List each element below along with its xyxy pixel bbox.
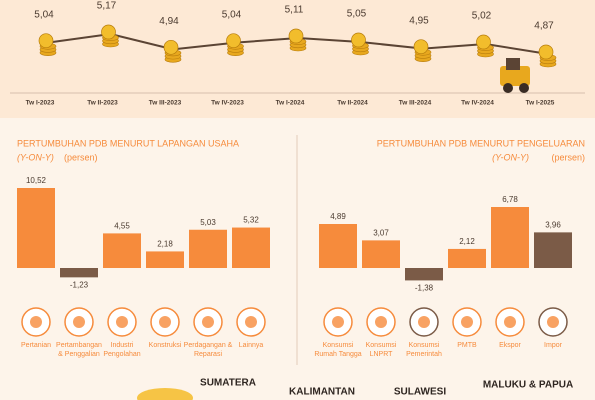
category-label: Konsumsi LNPRT bbox=[365, 342, 397, 358]
forklift-wheel bbox=[503, 83, 513, 93]
category-icon-inner bbox=[547, 316, 559, 328]
value-label: 10,52 bbox=[26, 176, 47, 185]
region-label: KALIMANTAN bbox=[289, 387, 355, 398]
chart-title: PERTUMBUHAN PDB MENURUT LAPANGAN USAHA bbox=[17, 138, 239, 148]
category-icon-inner bbox=[116, 316, 128, 328]
x-tick-label: Tw III-2023 bbox=[149, 100, 182, 107]
category-label: Industri Pengolahan bbox=[103, 342, 141, 358]
bar bbox=[534, 232, 572, 268]
value-label: 4,94 bbox=[159, 16, 179, 27]
coin-face bbox=[538, 44, 554, 60]
category-icon-inner bbox=[418, 316, 430, 328]
category-icon-inner bbox=[375, 316, 387, 328]
value-label: 5,04 bbox=[34, 9, 54, 20]
value-label: 5,32 bbox=[243, 216, 259, 225]
coin-face bbox=[476, 34, 491, 50]
value-label: 6,78 bbox=[502, 195, 518, 204]
category-icon-inner bbox=[332, 316, 344, 328]
category-label: Lainnya bbox=[238, 342, 264, 349]
value-label: 4,87 bbox=[534, 21, 554, 32]
category-label: Konsumsi Pemerintah bbox=[406, 342, 442, 358]
category-label: Pertanian bbox=[21, 342, 51, 349]
value-label: 4,95 bbox=[409, 15, 429, 26]
bar bbox=[491, 207, 529, 268]
value-label: 5,03 bbox=[200, 218, 216, 227]
category-icon-inner bbox=[504, 316, 516, 328]
value-label: 4,89 bbox=[330, 212, 346, 221]
bar bbox=[146, 251, 184, 268]
category-label: Konstruksi bbox=[148, 342, 182, 349]
category-label: Impor bbox=[544, 342, 562, 349]
x-tick-label: Tw III-2024 bbox=[399, 100, 432, 107]
category-icon-inner bbox=[245, 316, 257, 328]
forklift bbox=[500, 66, 530, 86]
forklift-cab bbox=[506, 58, 520, 70]
category-icon-inner bbox=[30, 316, 42, 328]
bar bbox=[232, 227, 270, 268]
category-icon-inner bbox=[461, 316, 473, 328]
coin-face bbox=[288, 28, 304, 44]
bar bbox=[60, 268, 98, 278]
value-label: 2,12 bbox=[459, 237, 475, 246]
category-label: PMTB bbox=[457, 342, 477, 349]
x-tick-label: Tw IV-2024 bbox=[461, 100, 494, 107]
x-tick-label: Tw I-2023 bbox=[26, 100, 55, 107]
coin-face bbox=[163, 39, 179, 55]
top-band bbox=[0, 0, 595, 118]
unit-label: (persen) bbox=[64, 152, 98, 162]
value-label: 2,18 bbox=[157, 240, 173, 249]
x-tick-label: Tw II-2024 bbox=[337, 100, 368, 107]
x-tick-label: Tw I-2025 bbox=[526, 100, 555, 107]
value-label: 4,55 bbox=[114, 222, 130, 231]
category-label: Konsumsi Rumah Tangga bbox=[314, 342, 362, 358]
value-label: 5,04 bbox=[222, 9, 242, 20]
coin-face bbox=[38, 33, 54, 49]
x-tick-label: Tw IV-2023 bbox=[211, 100, 244, 107]
bar bbox=[448, 248, 486, 268]
coin-face bbox=[226, 33, 241, 49]
category-icon-inner bbox=[202, 316, 214, 328]
chart-subtitle: (Y-ON-Y) bbox=[492, 152, 529, 162]
x-tick-label: Tw II-2023 bbox=[87, 100, 118, 107]
category-icon-inner bbox=[73, 316, 85, 328]
category-icon-inner bbox=[159, 316, 171, 328]
coin-face bbox=[413, 39, 429, 55]
bar bbox=[189, 229, 227, 268]
unit-label: (persen) bbox=[551, 152, 585, 162]
value-label: -1,23 bbox=[70, 280, 89, 289]
coin-face bbox=[101, 24, 116, 40]
map-shape bbox=[137, 388, 193, 400]
category-label: Pertambangan & Penggalian bbox=[56, 342, 102, 358]
bar bbox=[103, 233, 141, 268]
bar bbox=[319, 224, 357, 268]
region-label: SULAWESI bbox=[394, 387, 446, 398]
value-label: 3,07 bbox=[373, 228, 389, 237]
chart-title: PERTUMBUHAN PDB MENURUT PENGELUARAN bbox=[377, 138, 585, 148]
coin-face bbox=[351, 32, 366, 48]
value-label: -1,38 bbox=[415, 284, 434, 293]
category-label: Perdagangan & Reparasi bbox=[183, 342, 233, 358]
forklift-wheel bbox=[519, 83, 529, 93]
chart-subtitle: (Y-ON-Y) bbox=[17, 152, 54, 162]
bar bbox=[17, 188, 55, 268]
bar bbox=[405, 268, 443, 281]
value-label: 5,05 bbox=[347, 9, 367, 20]
x-tick-label: Tw I-2024 bbox=[276, 100, 305, 107]
value-label: 5,11 bbox=[285, 5, 304, 16]
value-label: 5,02 bbox=[472, 11, 492, 22]
bar bbox=[362, 240, 400, 268]
value-label: 5,17 bbox=[97, 1, 117, 12]
value-label: 3,96 bbox=[545, 220, 561, 229]
region-label: SUMATERA bbox=[200, 378, 256, 389]
region-label: MALUKU & PAPUA bbox=[483, 380, 573, 391]
category-label: Ekspor bbox=[499, 342, 521, 349]
